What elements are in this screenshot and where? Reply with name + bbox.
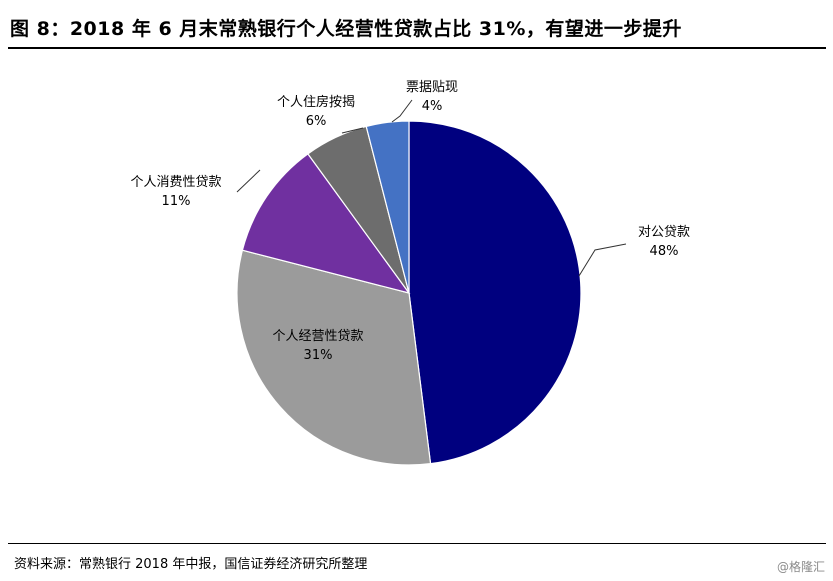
leader-line-0: [578, 243, 627, 277]
slice-label-2: 个人消费性贷款: [130, 175, 221, 190]
slice-label-3: 个人住房按揭: [277, 94, 355, 110]
leader-line-2: [236, 169, 261, 193]
source-note: 资料来源：常熟银行 2018 年中报，国信证券经济研究所整理: [14, 557, 368, 572]
slice-value-label-4: 4%: [422, 99, 443, 114]
slice-value-label-0: 48%: [650, 244, 679, 259]
pie-slice-2: [241, 153, 411, 294]
leader-line-3: [341, 127, 364, 134]
source-rule: [8, 543, 826, 544]
slice-value-label-3: 6%: [306, 114, 327, 129]
pie-slice-1: [236, 249, 432, 466]
slice-value-label-1: 31%: [304, 348, 333, 363]
pie-chart: 对公贷款 48% 个人经营性贷款 31% 个人消费性贷款 11% 个人住房按揭 6% 票据贴现 4…: [130, 80, 690, 466]
slice-label-0: 对公贷款: [638, 225, 690, 240]
pie-slice-0: [408, 120, 582, 465]
pie-slice-4: [365, 120, 410, 294]
title-rule: [8, 47, 826, 49]
slice-label-1: 个人经营性贷款: [272, 329, 363, 344]
watermark: @格隆汇: [776, 560, 825, 574]
slice-label-4: 票据贴现: [406, 80, 458, 95]
slice-value-label-2: 11%: [162, 194, 191, 209]
leader-line-4: [391, 99, 413, 123]
chart-title: 图 8：2018 年 6 月末常熟银行个人经营性贷款占比 31%，有望进一步提升: [10, 18, 682, 40]
